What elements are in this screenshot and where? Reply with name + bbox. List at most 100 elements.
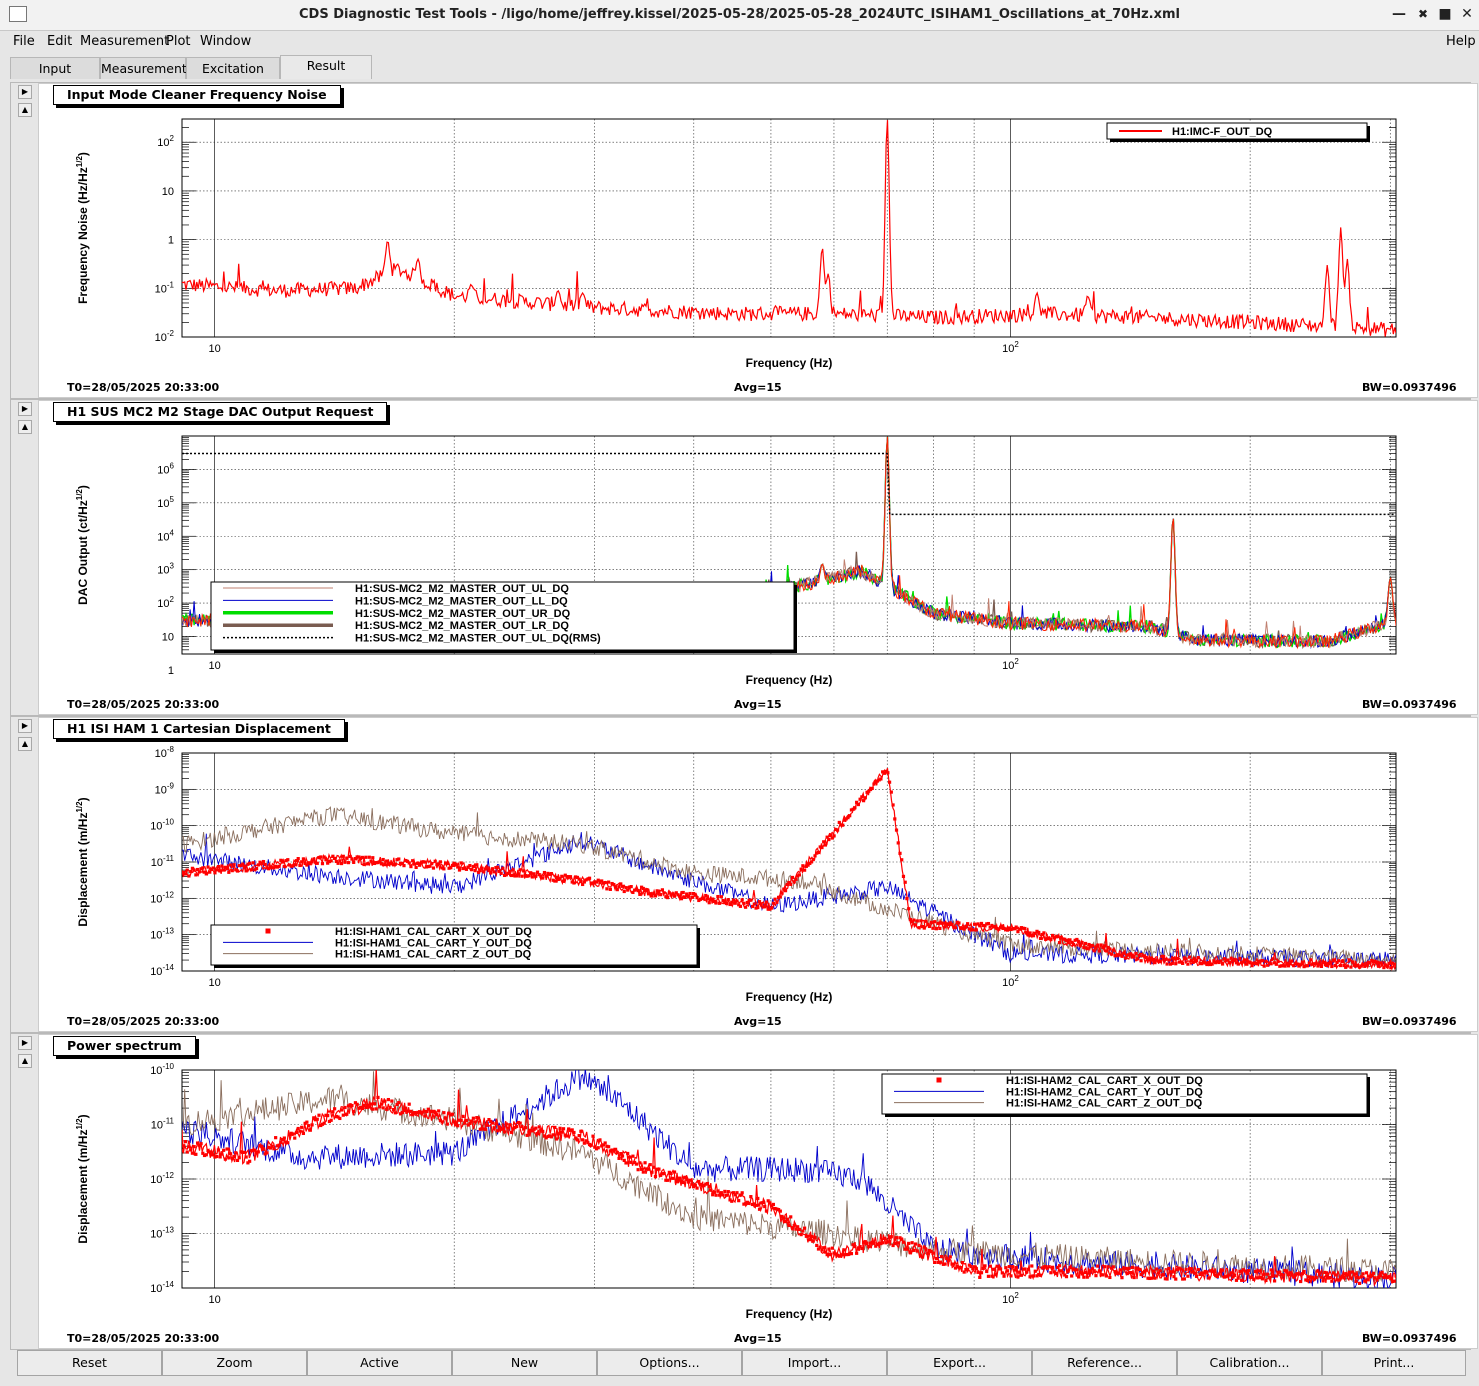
legend[interactable]: H1:IMC-F_OUT_DQ <box>1106 122 1370 142</box>
y-tick-label: 1 <box>168 235 174 247</box>
menu-measurement[interactable]: Measurement <box>80 34 170 49</box>
collapse-arrow-icon[interactable]: ▲ <box>18 420 32 434</box>
y-axis-label: Displacement (m/Hz1/2) <box>75 1114 90 1243</box>
iconify-icon[interactable]: ✖ <box>1417 7 1429 21</box>
x-axis-label: Frequency (Hz) <box>746 673 833 687</box>
menu-edit[interactable]: Edit <box>47 34 73 49</box>
plot-frame <box>181 118 1397 338</box>
legend-label: H1:SUS-MC2_M2_MASTER_OUT_UR_DQ <box>355 608 571 620</box>
expand-arrow-icon[interactable]: ▶ <box>18 85 32 99</box>
legend-item: H1:ISI-HAM2_CAL_CART_Y_OUT_DQ <box>894 1086 1203 1098</box>
x-tick-label: 102 <box>1002 340 1019 355</box>
legend-item: H1:ISI-HAM1_CAL_CART_X_OUT_DQ <box>265 926 532 938</box>
legend[interactable]: H1:SUS-MC2_M2_MASTER_OUT_UL_DQH1:SUS-MC2… <box>210 581 797 653</box>
collapse-arrow-icon[interactable]: ▲ <box>18 1054 32 1068</box>
y-tick-label: 10-13 <box>150 1226 174 1241</box>
y-tick-label: 10-2 <box>155 329 175 344</box>
active-button[interactable]: Active <box>307 1350 452 1376</box>
menu-help[interactable]: Help <box>1446 34 1476 49</box>
new-button[interactable]: New <box>452 1350 597 1376</box>
plot-svg: 10-14 10-13 10-12 10-11 10-10 10-9 10-8 10 102 Fr… <box>75 745 1397 1004</box>
plot-title: Input Mode Cleaner Frequency Noise <box>53 85 341 105</box>
plot-canvas[interactable]: Input Mode Cleaner Frequency Noise 10-2 10… <box>38 83 1478 398</box>
bw-label: BW=0.0937496 <box>1362 1332 1457 1345</box>
avg-label: Avg=15 <box>734 698 782 711</box>
x-tick-label: 102 <box>1002 1291 1019 1306</box>
zoom-button[interactable]: Zoom <box>162 1350 307 1376</box>
x-tick-label: 10 <box>208 977 220 989</box>
tab-input[interactable]: Input <box>10 57 100 79</box>
options-button[interactable]: Options... <box>597 1350 742 1376</box>
reset-button[interactable]: Reset <box>17 1350 162 1376</box>
trace-rms <box>182 452 1396 516</box>
x-tick-label: 10 <box>208 660 220 672</box>
y-tick-label: 104 <box>157 528 174 543</box>
reference-button[interactable]: Reference... <box>1032 1350 1177 1376</box>
maximize-icon[interactable]: ■ <box>1438 6 1452 22</box>
plot-panel-1: ▶ ▲ Input Mode Cleaner Frequency Noise 10-2… <box>10 82 1478 399</box>
plot-frame <box>181 752 1397 972</box>
tab-excitation[interactable]: Excitation <box>186 57 280 79</box>
collapse-arrow-icon[interactable]: ▲ <box>18 737 32 751</box>
legend-label: H1:ISI-HAM2_CAL_CART_X_OUT_DQ <box>1006 1075 1203 1087</box>
legend-item: H1:ISI-HAM1_CAL_CART_Y_OUT_DQ <box>223 937 532 949</box>
y-tick-label: 102 <box>157 134 174 149</box>
plot-canvas[interactable]: H1 SUS MC2 M2 Stage DAC Output Request 1 1… <box>38 400 1478 715</box>
x-tick-label: 102 <box>1002 974 1019 989</box>
print-button[interactable]: Print... <box>1322 1350 1466 1376</box>
legend-label: H1:SUS-MC2_M2_MASTER_OUT_LR_DQ <box>355 620 569 632</box>
legend-label: H1:SUS-MC2_M2_MASTER_OUT_UL_DQ <box>355 583 569 595</box>
collapse-arrow-icon[interactable]: ▲ <box>18 103 32 117</box>
plot-svg: 1 10 102 103 104 105 106 10 102 Frequency (Hz) DAC… <box>75 435 1397 687</box>
y-axis-label: Frequency Noise (Hz/Hz1/2) <box>75 152 90 304</box>
t0-label: T0=28/05/2025 20:33:00 <box>67 1015 220 1028</box>
plot-traces <box>182 1070 1396 1288</box>
legend-label: H1:ISI-HAM1_CAL_CART_Y_OUT_DQ <box>335 937 532 949</box>
tab-measurement[interactable]: Measurement <box>100 57 187 79</box>
close-icon[interactable]: ✕ <box>1461 6 1473 22</box>
trace-1 <box>182 1070 1396 1288</box>
legend-label: H1:SUS-MC2_M2_MASTER_OUT_LL_DQ <box>355 595 568 607</box>
legend-label: H1:IMC-F_OUT_DQ <box>1172 126 1273 138</box>
y-tick-label: 106 <box>157 461 174 476</box>
legend-item: H1:ISI-HAM2_CAL_CART_X_OUT_DQ <box>936 1075 1203 1087</box>
legend-label: H1:SUS-MC2_M2_MASTER_OUT_UL_DQ(RMS) <box>355 633 601 645</box>
axis-labels: 1 10 102 103 104 105 106 10 102 Frequency (Hz) DAC… <box>75 461 1019 687</box>
minimize-icon[interactable]: — <box>1392 6 1406 22</box>
legend-item: H1:SUS-MC2_M2_MASTER_OUT_UR_DQ <box>223 608 571 620</box>
expand-arrow-icon[interactable]: ▶ <box>18 719 32 733</box>
window-title: CDS Diagnostic Test Tools - /ligo/home/j… <box>299 7 1180 22</box>
y-tick-label: 10-11 <box>151 854 175 869</box>
t0-label: T0=28/05/2025 20:33:00 <box>67 381 220 394</box>
y-tick-label: 10-11 <box>151 1117 175 1132</box>
y-tick-label: 10 <box>162 186 174 198</box>
legend-label: H1:ISI-HAM1_CAL_CART_X_OUT_DQ <box>335 926 532 938</box>
import-button[interactable]: Import... <box>742 1350 887 1376</box>
legend-label: H1:ISI-HAM2_CAL_CART_Z_OUT_DQ <box>1006 1098 1203 1110</box>
legend[interactable]: H1:ISI-HAM2_CAL_CART_X_OUT_DQH1:ISI-HAM2… <box>881 1073 1370 1117</box>
y-tick-label: 10-8 <box>155 745 175 760</box>
y-tick-label: 10-10 <box>150 1062 174 1077</box>
axis-labels: 10-14 10-13 10-12 10-11 10-10 10-9 10-8 10 102 Fr… <box>75 745 1019 1004</box>
x-axis-label: Frequency (Hz) <box>746 1307 833 1321</box>
tab-result[interactable]: Result <box>280 55 372 79</box>
expand-arrow-icon[interactable]: ▶ <box>18 402 32 416</box>
menu-plot[interactable]: Plot <box>166 34 191 49</box>
avg-label: Avg=15 <box>734 381 782 394</box>
avg-label: Avg=15 <box>734 1332 782 1345</box>
plot-frame <box>181 1069 1397 1289</box>
legend[interactable]: H1:ISI-HAM1_CAL_CART_X_OUT_DQH1:ISI-HAM1… <box>210 924 700 968</box>
menu-file[interactable]: File <box>13 34 35 49</box>
calibration-button[interactable]: Calibration... <box>1177 1350 1322 1376</box>
y-tick-label: 10-14 <box>150 963 174 978</box>
bw-label: BW=0.0937496 <box>1362 1015 1457 1028</box>
menu-window[interactable]: Window <box>200 34 252 49</box>
y-tick-label: 10-9 <box>155 781 175 796</box>
window-titlebar: CDS Diagnostic Test Tools - /ligo/home/j… <box>0 0 1479 31</box>
expand-arrow-icon[interactable]: ▶ <box>18 1036 32 1050</box>
menubar: File Edit Measurement Plot Window Help <box>0 31 1479 53</box>
plot-canvas[interactable]: H1 ISI HAM 1 Cartesian Displacement 10-14… <box>38 717 1478 1032</box>
plot-canvas[interactable]: Power spectrum 10-14 10-13 10-12 10-11 10-10 1… <box>38 1034 1478 1349</box>
export-button[interactable]: Export... <box>887 1350 1032 1376</box>
bw-label: BW=0.0937496 <box>1362 381 1457 394</box>
